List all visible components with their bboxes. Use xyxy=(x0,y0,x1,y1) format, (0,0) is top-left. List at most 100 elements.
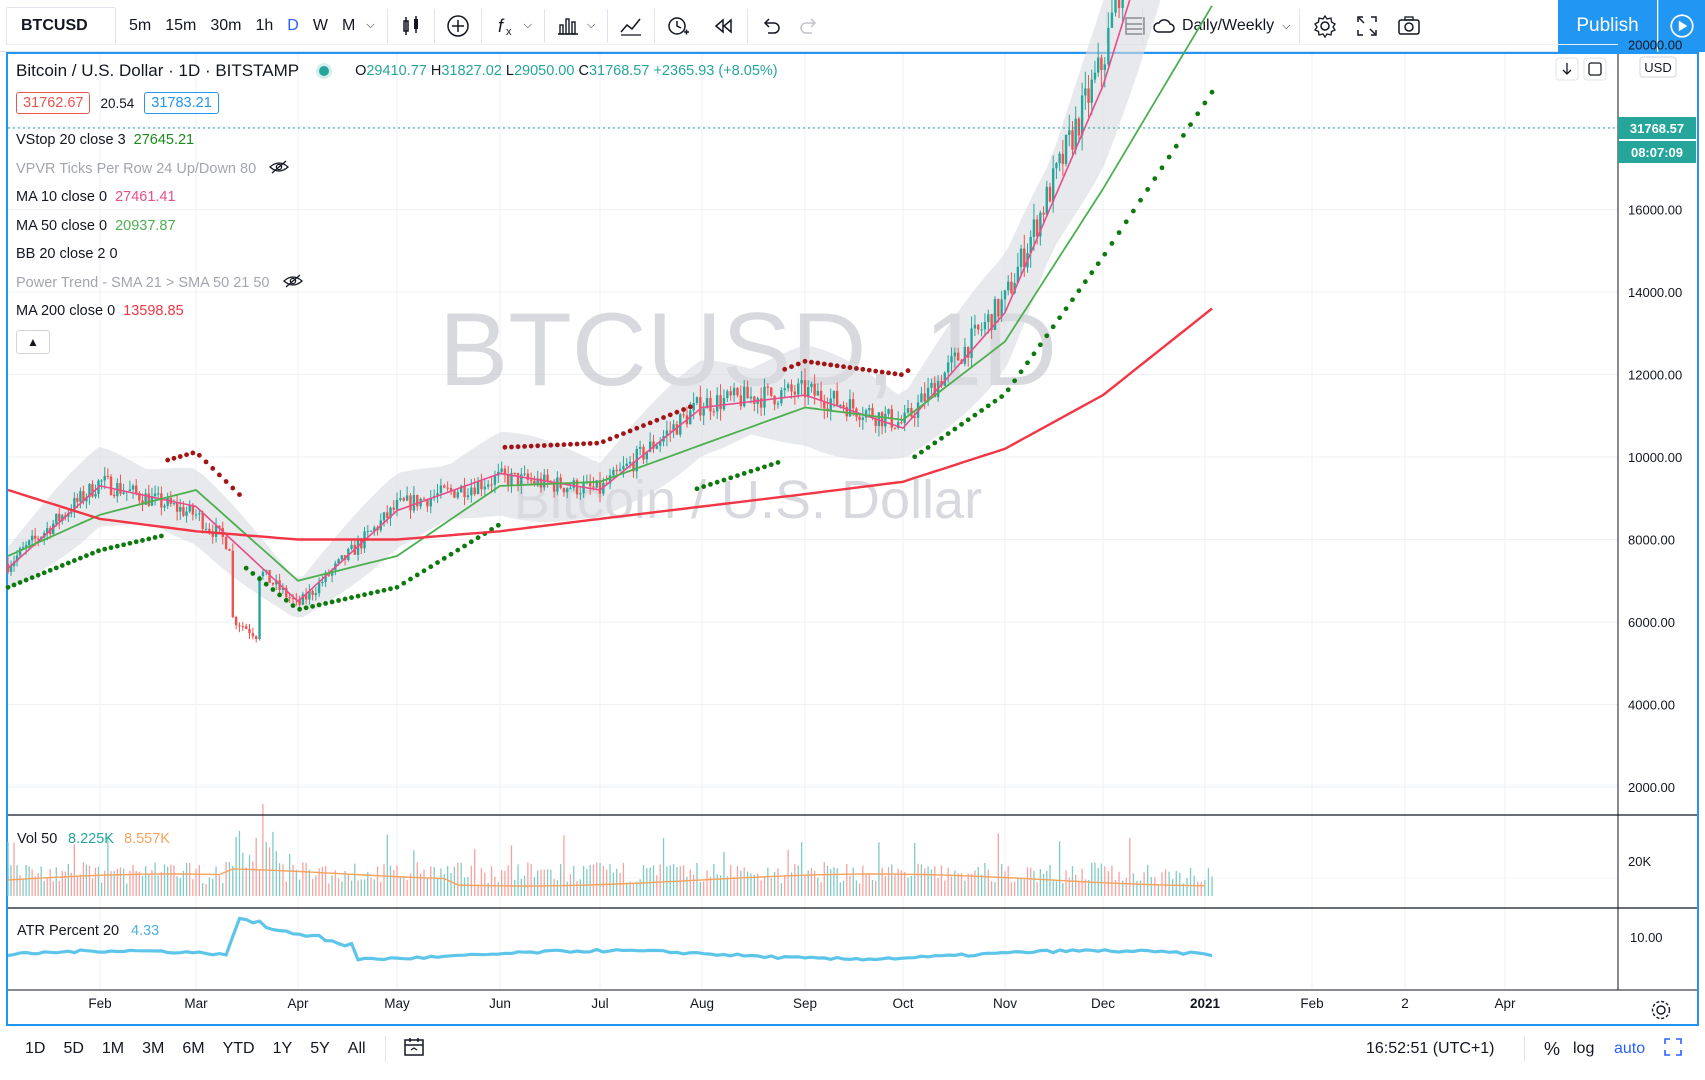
goto-date-calendar-icon[interactable] xyxy=(402,1035,426,1064)
candle-body xyxy=(27,540,31,546)
range-3m-button[interactable]: 3M xyxy=(142,1040,165,1057)
vstop-dot xyxy=(945,431,951,437)
layout-save-button[interactable]: Daily/Weekly ⌵ xyxy=(1150,0,1291,52)
vstop-dot xyxy=(41,570,47,576)
vstop-dot xyxy=(329,599,335,605)
candle-body xyxy=(598,480,602,494)
candle-body xyxy=(416,494,419,507)
range-6m-button[interactable]: 6M xyxy=(182,1040,205,1057)
candle-body xyxy=(1107,27,1110,65)
percent-scale-toggle[interactable]: % xyxy=(1544,1038,1561,1059)
vstop-dot xyxy=(1130,208,1136,214)
indicator-legend-row[interactable]: BB 20 close 2 0 xyxy=(16,240,778,269)
range-1d-button[interactable]: 1D xyxy=(25,1040,46,1057)
price-axis[interactable]: 34000.0030000.0028000.0026000.0024000.00… xyxy=(1628,0,1682,796)
vstop-dot xyxy=(355,593,361,599)
range-ytd-button[interactable]: YTD xyxy=(222,1040,255,1057)
vstop-dot xyxy=(728,475,734,481)
atr-value: 4.33 xyxy=(131,923,159,939)
indicator-legend-row[interactable]: MA 10 close 0 27461.41 xyxy=(16,183,778,212)
currency-badge[interactable] xyxy=(1639,56,1677,78)
log-scale-toggle[interactable]: log xyxy=(1573,1040,1595,1057)
vstop-dot xyxy=(568,441,573,447)
alert-clock-icon[interactable] xyxy=(655,0,701,52)
vstop-dot xyxy=(641,423,646,428)
auto-scale-toggle[interactable]: auto xyxy=(1614,1040,1646,1057)
candle-body xyxy=(85,497,88,502)
indicator-legend-row[interactable]: MA 200 close 0 13598.85 xyxy=(16,297,778,326)
interval-15m-button[interactable]: 15m xyxy=(165,16,197,34)
legend-main-row: Bitcoin / U.S. Dollar · 1D · BITSTAMP O2… xyxy=(16,58,778,84)
clock-timezone[interactable]: 16:52:51 (UTC+1) xyxy=(1366,1040,1495,1057)
interval-30m-button[interactable]: 30m xyxy=(210,16,242,34)
vstop-dot xyxy=(522,443,527,449)
atr-legend-label: ATR Percent 20 xyxy=(17,923,119,939)
range-5y-button[interactable]: 5Y xyxy=(310,1040,330,1057)
snapshot-camera-icon[interactable] xyxy=(1386,0,1432,52)
sell-price-button[interactable]: 31762.67 xyxy=(16,92,91,114)
fullscreen-icon[interactable] xyxy=(1344,0,1390,52)
legend-collapse-chevron-up-icon[interactable]: ▲ xyxy=(16,329,50,354)
chart-settings-gear-icon[interactable] xyxy=(1651,1000,1671,1020)
candle-body xyxy=(608,475,612,484)
time-axis[interactable]: Feb Mar Apr May Jun Jul Aug Sep Oct Nov Dec 2021 Feb… xyxy=(88,996,1516,1011)
replay-rewind-icon[interactable] xyxy=(701,0,747,52)
interval-m-button[interactable]: M xyxy=(341,16,356,34)
candle-body xyxy=(30,535,34,541)
legend-symbol-title[interactable]: Bitcoin / U.S. Dollar · 1D · BITSTAMP xyxy=(16,61,300,80)
separator xyxy=(433,8,435,43)
vstop-dot xyxy=(1123,219,1129,225)
compare-add-icon[interactable] xyxy=(435,0,481,52)
candle-body xyxy=(1093,72,1097,80)
hidden-eye-icon[interactable] xyxy=(282,273,304,293)
candle-body xyxy=(301,594,305,605)
vstop-dot xyxy=(541,443,547,448)
interval-dropdown-chevron-icon[interactable]: ⌵ xyxy=(366,19,375,31)
candle-body xyxy=(880,412,884,427)
candle-body xyxy=(638,446,642,449)
layout-name: Daily/Weekly xyxy=(1182,17,1275,34)
vstop-dot xyxy=(158,533,164,539)
interval-d-button[interactable]: D xyxy=(287,16,299,34)
settings-gear-icon[interactable] xyxy=(1302,0,1348,52)
indicator-legend-row[interactable]: VStop 20 close 3 27645.21 xyxy=(16,126,778,155)
range-5d-button[interactable]: 5D xyxy=(63,1040,84,1057)
financials-bars-icon[interactable] xyxy=(545,0,591,52)
publish-button[interactable]: Publish xyxy=(1558,0,1657,52)
undo-icon[interactable] xyxy=(748,0,794,52)
redo-icon[interactable] xyxy=(794,0,824,52)
time-axis-tick: 2021 xyxy=(1190,996,1221,1011)
pane-down-arrow-icon[interactable] xyxy=(1555,57,1579,81)
vstop-dot xyxy=(297,606,303,612)
range-1y-button[interactable]: 1Y xyxy=(272,1040,293,1057)
fit-screen-icon[interactable] xyxy=(1662,1036,1684,1063)
vstop-dot xyxy=(768,462,774,468)
hidden-eye-icon[interactable] xyxy=(268,159,290,179)
range-1m-button[interactable]: 1M xyxy=(101,1040,125,1057)
pane-maximize-icon[interactable] xyxy=(1583,57,1607,81)
indicator-legend-row[interactable]: VPVR Ticks Per Row 24 Up/Down 80 xyxy=(16,155,778,184)
candle-body xyxy=(1068,130,1071,135)
candle-body xyxy=(94,493,97,497)
chart-type-candles-icon[interactable] xyxy=(388,0,434,52)
financials-chevron-icon[interactable]: ⌵ xyxy=(586,19,596,31)
indicator-legend-row[interactable]: Power Trend - SMA 21 > SMA 50 21 50 xyxy=(16,269,778,298)
range-all-button[interactable]: All xyxy=(347,1040,366,1057)
candle-body xyxy=(311,590,314,595)
candle-body xyxy=(1007,281,1010,291)
indicator-legend-row[interactable]: MA 50 close 0 20937.87 xyxy=(16,212,778,241)
candle-body xyxy=(179,506,182,512)
templates-chart-icon[interactable] xyxy=(608,0,654,52)
indicators-chevron-icon[interactable]: ⌵ xyxy=(523,19,532,31)
candle-body xyxy=(926,387,930,402)
interval-w-button[interactable]: W xyxy=(312,16,328,34)
vstop-dot xyxy=(114,543,120,549)
interval-1h-button[interactable]: 1h xyxy=(255,16,274,34)
play-circle-icon[interactable] xyxy=(1658,0,1705,52)
interval-5m-button[interactable]: 5m xyxy=(129,16,152,34)
indicator-name: VPVR Ticks Per Row 24 Up/Down 80 xyxy=(16,160,257,177)
candle-body xyxy=(373,527,376,531)
buy-price-button[interactable]: 31783.21 xyxy=(144,92,219,114)
